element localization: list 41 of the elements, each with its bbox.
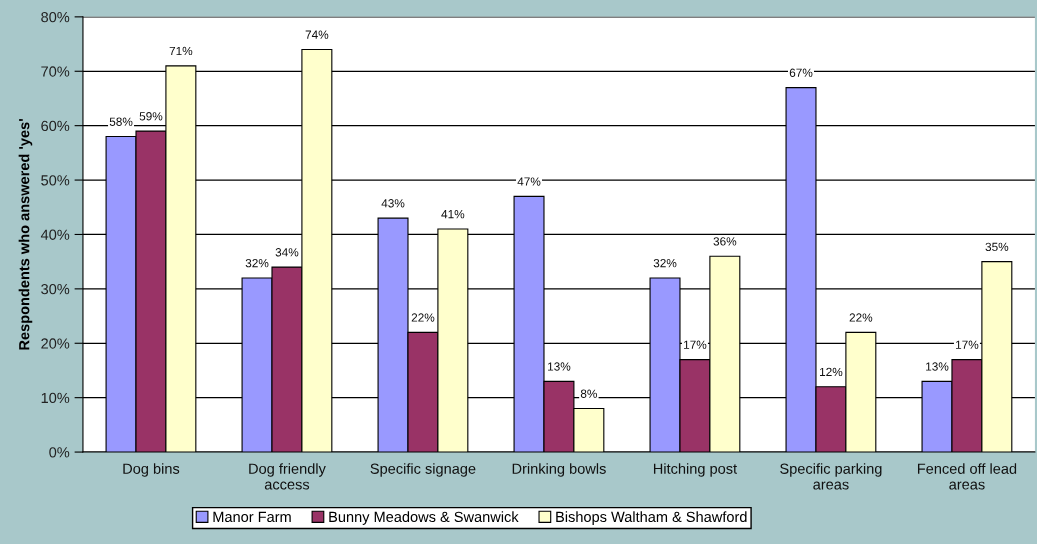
x-tick-label: Drinking bowls bbox=[512, 463, 606, 477]
text: 74% bbox=[305, 30, 329, 39]
y-tick-label: 20% bbox=[41, 338, 70, 349]
text: 13% bbox=[548, 362, 571, 371]
text: 47% bbox=[517, 177, 541, 186]
x-tick-label: Dog friendly access bbox=[249, 463, 326, 490]
text: 41% bbox=[441, 210, 465, 219]
text: 8% bbox=[580, 389, 597, 398]
y-tick-label: 80% bbox=[41, 11, 70, 23]
text: 35% bbox=[985, 242, 1009, 251]
text: 34% bbox=[275, 248, 299, 257]
x-tick-label: Fenced off lead areas bbox=[917, 463, 1017, 490]
text: 17% bbox=[684, 340, 707, 349]
x-tick-label: Specific signage bbox=[370, 463, 476, 477]
y-tick-label: 40% bbox=[40, 229, 70, 240]
legend-label: Bunny Meadows & Swanwick bbox=[329, 511, 519, 525]
text: 58% bbox=[109, 117, 133, 126]
y-tick-label: 0% bbox=[49, 447, 70, 458]
text: 43% bbox=[381, 199, 405, 208]
y-tick-label: 10% bbox=[41, 392, 70, 404]
text: 32% bbox=[653, 258, 677, 268]
text: 71% bbox=[169, 46, 193, 56]
y-axis-title: Respondents who answered 'yes' bbox=[18, 119, 33, 350]
x-tick-label: Hitching post bbox=[653, 463, 737, 477]
text: 12% bbox=[820, 367, 843, 377]
y-tick-label: 60% bbox=[41, 120, 70, 132]
legend-label: Bishops Waltham & Shawford bbox=[556, 511, 747, 525]
text: 22% bbox=[411, 313, 435, 322]
text: 17% bbox=[956, 340, 979, 349]
x-tick-label: Specific parking areas bbox=[780, 463, 882, 490]
text: 36% bbox=[713, 237, 737, 246]
text: 13% bbox=[926, 362, 949, 371]
text: 22% bbox=[849, 313, 873, 322]
x-tick-label: Dog bins bbox=[123, 463, 180, 477]
y-tick-label: 30% bbox=[41, 283, 70, 295]
y-tick-label: 70% bbox=[41, 66, 70, 77]
y-tick-label: 50% bbox=[41, 175, 70, 186]
legend-label: Manor Farm bbox=[213, 511, 291, 523]
text: 67% bbox=[789, 68, 813, 77]
text: 59% bbox=[139, 112, 163, 121]
text: 32% bbox=[245, 258, 269, 268]
